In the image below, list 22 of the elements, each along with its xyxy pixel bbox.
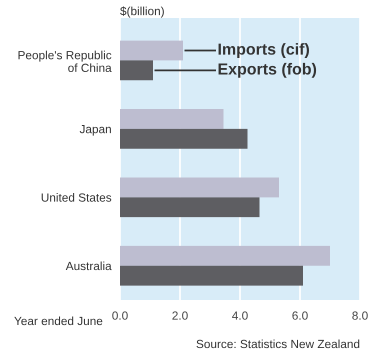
y-tick-label: People's Republic of China	[18, 50, 112, 72]
x-tick-label: 6.0	[292, 311, 308, 320]
x-tick-label: 0.0	[112, 311, 128, 320]
x-axis-title: $(billion)	[120, 6, 164, 18]
x-tick-label: 2.0	[172, 311, 188, 320]
text: Year ended June	[14, 316, 102, 326]
x-tick-label: 4.0	[232, 311, 248, 320]
x-tick-label: 8.0	[352, 311, 368, 320]
text: Exports (fob)	[218, 62, 316, 78]
y-tick-label: Japan	[80, 125, 111, 136]
bar	[120, 197, 260, 218]
bar	[120, 40, 183, 60]
bar	[120, 177, 279, 198]
y-tick-label: Australia	[66, 262, 112, 270]
bar	[120, 266, 303, 286]
y-tick-label: United States	[42, 193, 112, 202]
bar	[120, 128, 248, 149]
bar	[120, 60, 153, 80]
text: Imports (cif)	[218, 43, 309, 58]
bar	[120, 246, 330, 266]
bar	[120, 109, 224, 129]
source-note: Source: Statistics New Zealand	[196, 339, 360, 348]
